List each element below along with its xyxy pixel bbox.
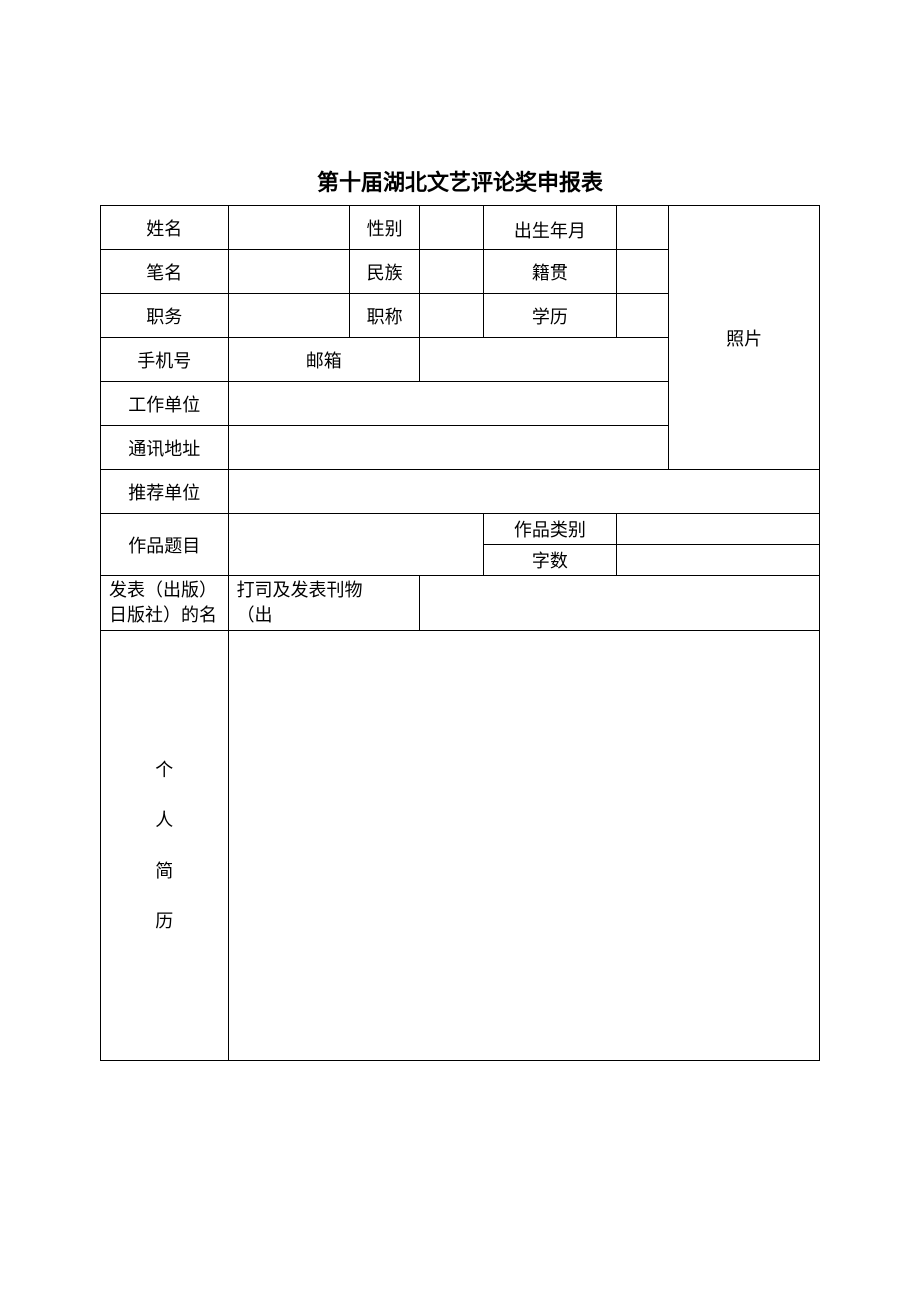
value-pen-name [228,250,350,294]
label-recommender: 推荐单位 [101,470,229,514]
label-work-unit: 工作单位 [101,382,229,426]
value-address [228,426,669,470]
label-work-category: 作品类别 [483,514,616,545]
pub-date-line2: 日版社）的名 [109,605,217,625]
label-pen-name: 笔名 [101,250,229,294]
row-1: 姓名 性别 出生年月 照片 [101,206,820,250]
label-origin: 籍贯 [483,250,616,294]
label-position: 职务 [101,294,229,338]
pub-name-line1: 打司及发表刊物 [237,580,363,600]
value-birth-date [617,206,669,250]
value-resume [228,631,819,1061]
row-7: 推荐单位 [101,470,820,514]
merged-phone-email: 邮箱 [228,338,419,382]
label-name: 姓名 [101,206,229,250]
value-position [228,294,350,338]
label-word-count: 字数 [483,545,616,576]
value-origin [617,250,669,294]
label-photo: 照片 [669,206,820,470]
value-word-count [617,545,820,576]
value-work-unit [228,382,669,426]
pub-date-line1: 发表（出版） [109,580,217,600]
value-title [419,294,483,338]
label-publication-date: 发表（出版） 日版社）的名 [101,576,229,631]
label-birth-date: 出生年月 [483,206,616,250]
label-resume: 个 人 简 历 [101,631,229,1061]
resume-char-1: 个 [155,760,173,780]
value-gender [419,206,483,250]
label-address: 通讯地址 [101,426,229,470]
value-email [419,338,668,382]
document-title: 第十届湖北文艺评论奖申报表 [100,165,820,197]
label-phone: 手机号 [101,338,229,382]
value-recommender [228,470,819,514]
label-gender: 性别 [350,206,420,250]
label-publication-name: 打司及发表刊物 （出 [228,576,419,631]
label-title: 职称 [350,294,420,338]
value-education [617,294,669,338]
application-form-table: 姓名 性别 出生年月 照片 笔名 民族 籍贯 职务 职称 学历 手机号 邮箱 工… [100,205,820,1061]
value-publication [419,576,819,631]
resume-char-3: 简 [155,861,173,881]
value-work-title [228,514,483,576]
value-work-category [617,514,820,545]
pub-name-line2: （出 [237,605,273,625]
row-10: 个 人 简 历 [101,631,820,1061]
value-name [228,206,350,250]
resume-char-4: 历 [155,911,173,931]
row-8a: 作品题目 作品类别 [101,514,820,545]
resume-char-2: 人 [155,810,173,830]
label-work-title: 作品题目 [101,514,229,576]
label-education: 学历 [483,294,616,338]
row-9: 发表（出版） 日版社）的名 打司及发表刊物 （出 [101,576,820,631]
value-ethnicity [419,250,483,294]
label-ethnicity: 民族 [350,250,420,294]
